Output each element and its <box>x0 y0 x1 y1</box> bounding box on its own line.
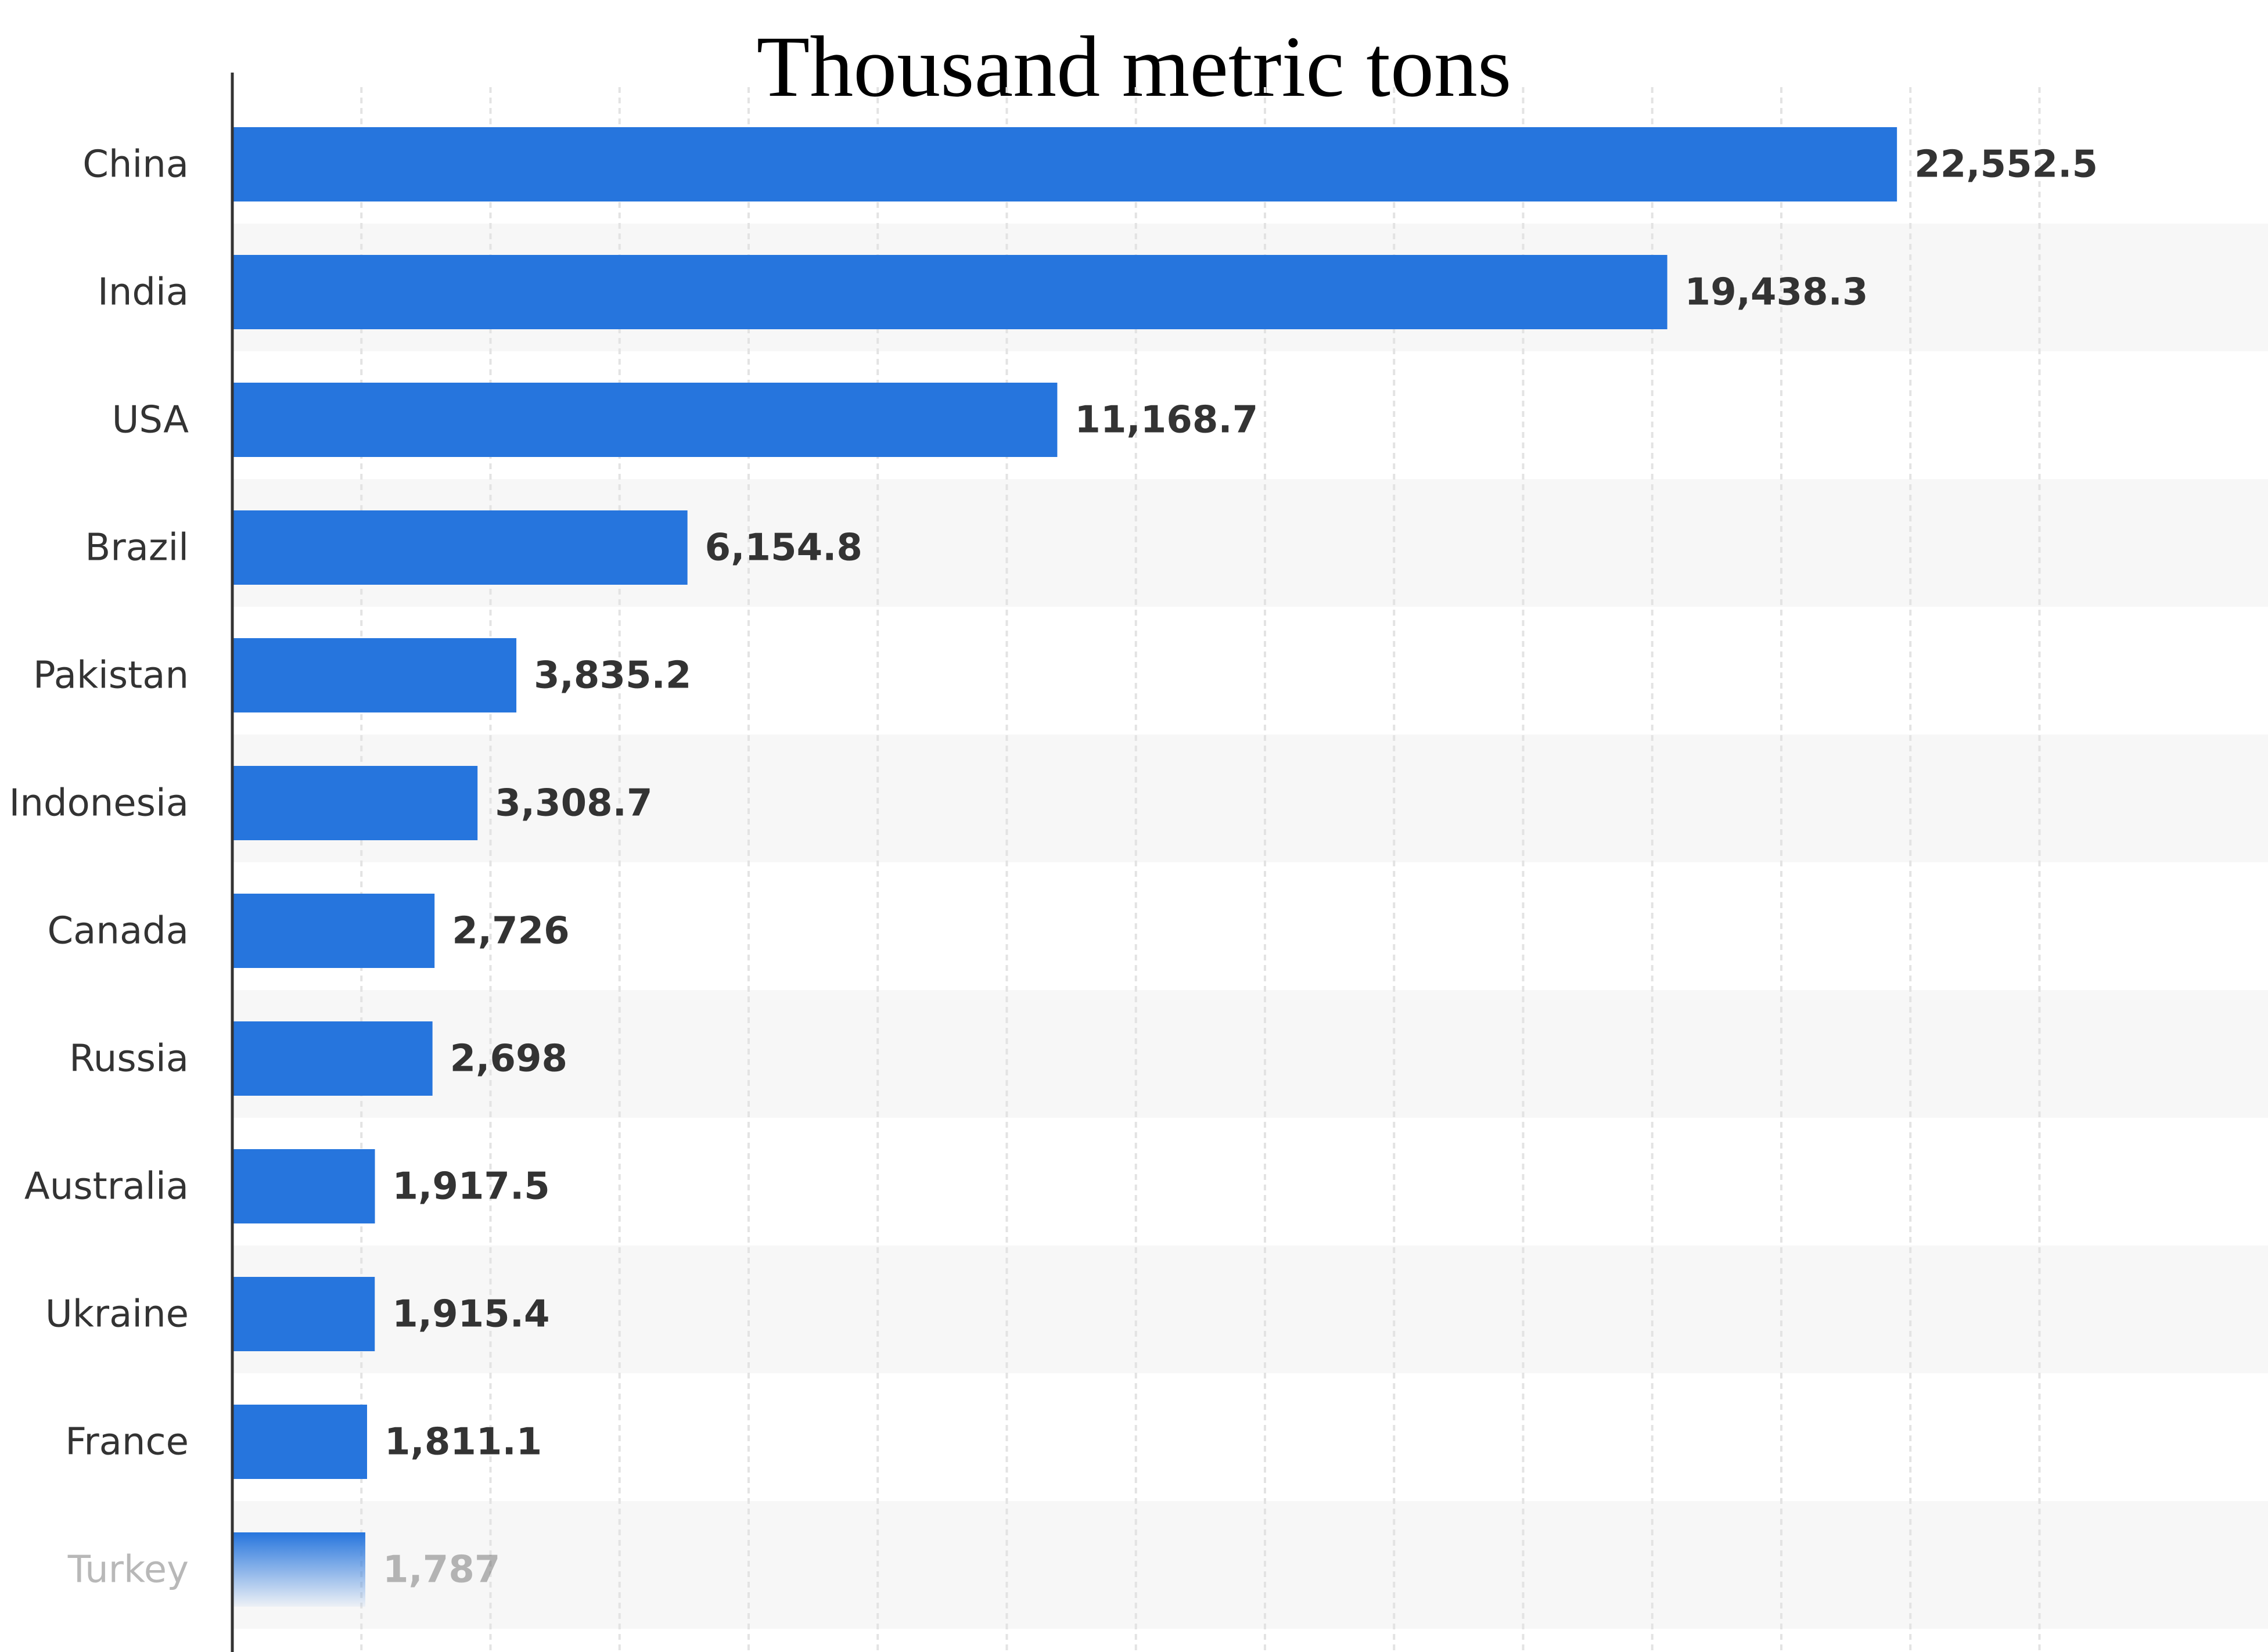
category-label-pakistan: Pakistan <box>33 654 189 697</box>
category-label-ukraine: Ukraine <box>45 1293 189 1336</box>
bar-ukraine <box>233 1277 375 1351</box>
row-band <box>232 1246 2268 1373</box>
row-band <box>232 735 2268 862</box>
value-label-australia: 1,917.5 <box>393 1165 550 1208</box>
bar-brazil <box>233 510 688 585</box>
row-band <box>232 990 2268 1118</box>
category-label-france: France <box>65 1421 189 1464</box>
category-label-turkey: Turkey <box>67 1549 189 1592</box>
category-label-russia: Russia <box>69 1038 189 1081</box>
bar-russia <box>233 1021 433 1096</box>
category-label-brazil: Brazil <box>85 527 189 570</box>
bar-australia <box>233 1149 375 1223</box>
value-label-turkey: 1,787 <box>383 1549 500 1592</box>
chart-title: Thousand metric tons <box>756 19 1512 115</box>
category-label-canada: Canada <box>47 910 189 953</box>
category-label-indonesia: Indonesia <box>9 782 189 825</box>
value-label-canada: 2,726 <box>452 910 569 953</box>
bar-pakistan <box>233 638 517 712</box>
row-band <box>232 1501 2268 1629</box>
value-label-india: 19,438.3 <box>1685 271 1868 314</box>
bar-turkey <box>233 1532 365 1607</box>
value-label-usa: 11,168.7 <box>1074 399 1258 442</box>
bars <box>233 127 1897 1607</box>
category-label-australia: Australia <box>24 1165 189 1208</box>
row-bands <box>232 224 2268 1629</box>
value-label-russia: 2,698 <box>450 1038 567 1081</box>
value-label-indonesia: 3,308.7 <box>495 782 652 825</box>
category-label-india: India <box>98 271 189 314</box>
category-label-china: China <box>82 143 189 186</box>
bar-china <box>233 127 1897 201</box>
labels: China 22,552.5 India 19,438.3 USA 11,168.7 Bra… <box>9 143 2098 1592</box>
bar-usa <box>233 383 1058 457</box>
bar-indonesia <box>233 766 478 840</box>
category-label-usa: USA <box>112 399 189 442</box>
bar-india <box>233 255 1667 329</box>
value-label-brazil: 6,154.8 <box>705 527 862 570</box>
bar-france <box>233 1405 368 1479</box>
bar-canada <box>233 894 435 968</box>
value-label-pakistan: 3,835.2 <box>534 654 691 697</box>
value-label-france: 1,811.1 <box>384 1421 542 1464</box>
value-label-china: 22,552.5 <box>1914 143 2098 186</box>
value-label-ukraine: 1,915.4 <box>392 1293 549 1336</box>
